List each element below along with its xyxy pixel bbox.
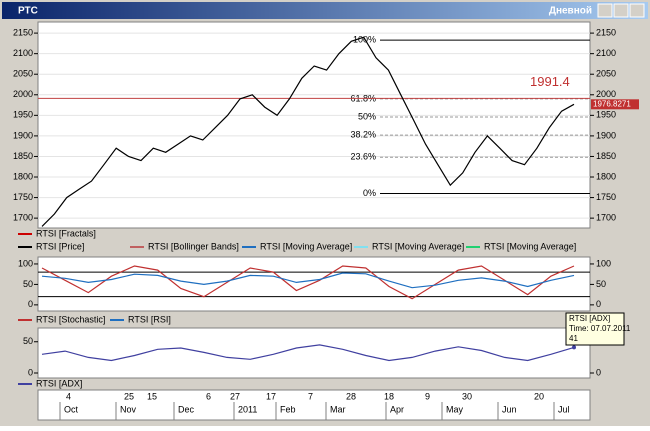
y-tick-label: 1900 [596, 130, 616, 140]
legend-label: RTSI [RSI] [128, 314, 171, 324]
title-bar [2, 2, 648, 19]
price-line [41, 36, 575, 227]
adx-line [41, 344, 575, 362]
day-label: 9 [425, 391, 430, 401]
tooltip-title: RTSI [ADX] [569, 314, 610, 323]
month-label: Feb [280, 404, 296, 414]
y-tick-label: 0 [596, 299, 601, 309]
legend-label: RTSI [Moving Average] [260, 241, 352, 251]
y-tick-label: 100 [18, 258, 33, 268]
month-label: Oct [64, 404, 79, 414]
legend-label: RTSI [ADX] [36, 378, 82, 388]
month-label: Jul [558, 404, 570, 414]
tooltip-time: Time: 07.07.2011 [569, 324, 631, 333]
day-label: 15 [147, 391, 157, 401]
annotation: 1991.4 [530, 74, 570, 89]
legend-label: RTSI [Moving Average] [484, 241, 576, 251]
y-tick-label: 1950 [596, 110, 616, 120]
y-tick-label: 2000 [13, 89, 33, 99]
day-label: 17 [266, 391, 276, 401]
y-tick-label: 0 [28, 367, 33, 377]
month-label: Mar [330, 404, 346, 414]
month-label: Dec [178, 404, 195, 414]
day-label: 28 [346, 391, 356, 401]
close-button[interactable] [629, 3, 645, 18]
y-tick-label: 50 [23, 279, 33, 289]
y-tick-label: 1750 [13, 192, 33, 202]
y-tick-label: 0 [596, 367, 601, 377]
legend-label: RTSI [Bollinger Bands] [148, 241, 239, 251]
legend-label: RTSI [Stochastic] [36, 314, 105, 324]
tooltip-box [565, 312, 625, 346]
month-label: Nov [120, 404, 137, 414]
legend-label: RTSI [Moving Average] [372, 241, 464, 251]
maximize-button[interactable] [613, 3, 629, 18]
fib-label: 38.2% [350, 129, 376, 139]
y-tick-label: 2050 [13, 69, 33, 79]
y-tick-label: 2100 [596, 48, 616, 58]
last-price-tag [591, 99, 639, 110]
y-tick-label: 1850 [596, 151, 616, 161]
tooltip-value: 41 [569, 334, 578, 343]
fib-label: 50% [358, 111, 376, 121]
adx-plot [37, 327, 591, 379]
y-tick-label: 1800 [596, 171, 616, 181]
osc-line [41, 265, 575, 300]
day-label: 25 [124, 391, 134, 401]
y-tick-label: 2050 [596, 69, 616, 79]
day-label: 18 [384, 391, 394, 401]
legend-label: RTSI [Price] [36, 241, 84, 251]
day-label: 27 [230, 391, 240, 401]
day-label: 30 [462, 391, 472, 401]
y-tick-label: 1850 [13, 151, 33, 161]
y-tick-label: 100 [596, 258, 611, 268]
last-price-label: 1976.8271 [593, 99, 631, 108]
month-label: May [446, 404, 464, 414]
y-tick-label: 50 [596, 279, 606, 289]
y-tick-label: 1800 [13, 171, 33, 181]
month-label: 2011 [238, 404, 257, 414]
legend-label: RTSI [Fractals] [36, 228, 96, 238]
fib-label: 0% [363, 188, 376, 198]
window-title: РТС [18, 6, 38, 17]
y-tick-label: 2000 [596, 89, 616, 99]
month-label: Jun [502, 404, 517, 414]
osc-line [41, 272, 575, 289]
y-tick-label: 2100 [13, 48, 33, 58]
day-label: 6 [206, 391, 211, 401]
y-tick-label: 50 [23, 336, 33, 346]
day-label: 20 [534, 391, 544, 401]
osc-plot [37, 256, 591, 312]
day-label: 7 [308, 391, 313, 401]
fib-label: 23.6% [350, 152, 376, 162]
month-label: Apr [390, 404, 404, 414]
day-label: 4 [66, 391, 71, 401]
y-tick-label: 2150 [596, 27, 616, 37]
y-tick-label: 2150 [13, 27, 33, 37]
y-tick-label: 1700 [596, 213, 616, 223]
minimize-button[interactable] [597, 3, 613, 18]
y-tick-label: 1700 [13, 213, 33, 223]
y-tick-label: 1750 [596, 192, 616, 202]
y-tick-label: 1900 [13, 130, 33, 140]
timeframe[interactable]: Дневной [549, 6, 592, 17]
tooltip-point [572, 345, 576, 350]
y-tick-label: 0 [28, 299, 33, 309]
y-tick-label: 1950 [13, 110, 33, 120]
